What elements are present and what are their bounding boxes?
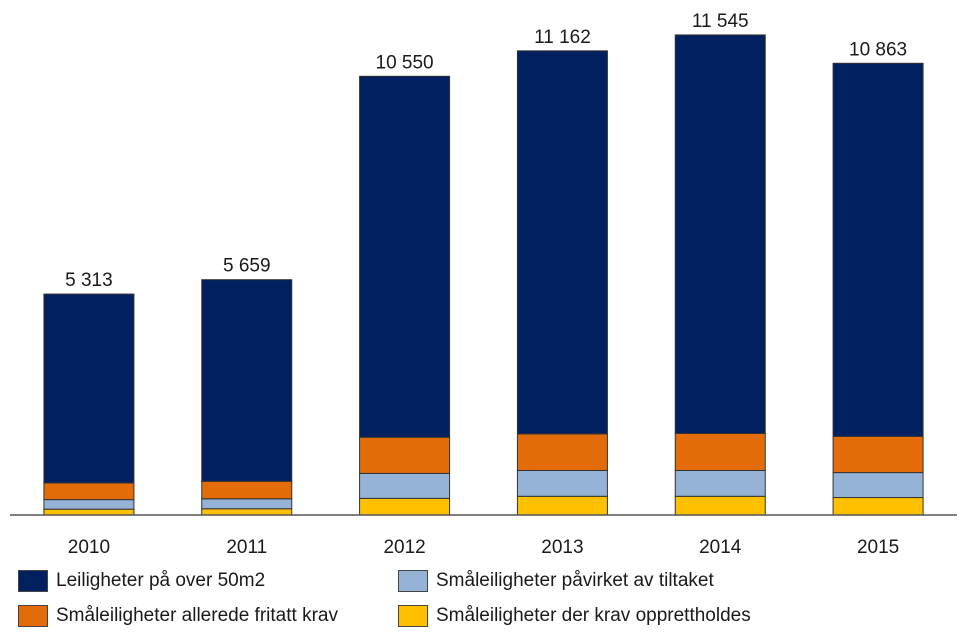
bar-segment-2015-s2 (832, 435, 924, 474)
chart-plot: 5 313 2010 5 659 2011 10 550 2012 11 162 2013 11… (10, 11, 957, 558)
legend-item-apartments-over-50m2: Leiligheter på over 50m2 (18, 570, 265, 592)
bar-segment-2011-s0 (201, 508, 293, 516)
bar-segment-2010-s0 (43, 508, 135, 516)
bar-segment-2012-s1 (359, 472, 451, 499)
bar-segment-2014-s1 (674, 470, 766, 497)
bar-segment-2013-s3 (516, 50, 608, 435)
bar-segment-2013-s2 (516, 433, 608, 472)
bar-segment-2014-s2 (674, 432, 766, 472)
legend-label: Småleiligheter allerede fritatt krav (56, 605, 338, 626)
bar-segment-2010-s2 (43, 482, 135, 501)
bar-segment-2015-s1 (832, 472, 924, 499)
x-tick-label: 2010 (68, 537, 110, 558)
bar-segment-2012-s0 (359, 497, 451, 516)
x-tick-label: 2012 (383, 537, 425, 558)
bar-segment-2010-s1 (43, 499, 135, 510)
legend-item-already-exempt-small-apartments: Småleiligheter allerede fritatt krav (18, 605, 338, 627)
bar-segment-2015-s3 (832, 62, 924, 437)
bar-segment-2011-s3 (201, 279, 293, 482)
bar-segment-2014-s3 (674, 34, 766, 434)
x-tick-label: 2011 (226, 537, 267, 558)
bar-total-label: 5 659 (223, 256, 271, 277)
bar-segment-2013-s0 (516, 495, 608, 516)
legend-item-affected-small-apartments: Småleiligheter påvirket av tiltaket (398, 570, 714, 592)
bar-segment-2012-s3 (359, 75, 451, 438)
legend-item-requirement-maintained-small-apartments: Småleiligheter der krav opprettholdes (398, 605, 751, 627)
bar-total-label: 11 162 (534, 27, 591, 48)
chart-legend: Leiligheter på over 50m2 Småleiligheter … (0, 560, 967, 634)
x-tick-label: 2015 (857, 537, 899, 558)
bar-total-label: 10 550 (376, 52, 434, 73)
legend-label: Småleiligheter der krav opprettholdes (436, 605, 751, 626)
bar-segment-2014-s0 (674, 495, 766, 516)
bar-segment-2012-s2 (359, 436, 451, 474)
legend-swatch (398, 570, 428, 592)
x-tick-label: 2013 (541, 537, 583, 558)
bar-segment-2011-s2 (201, 480, 293, 500)
bar-total-label: 11 545 (692, 11, 749, 32)
bar-segment-2011-s1 (201, 498, 293, 510)
x-tick-label: 2014 (699, 537, 742, 558)
bar-segment-2010-s3 (43, 293, 135, 484)
bar-segment-2013-s1 (516, 470, 608, 497)
bar-total-label: 5 313 (65, 270, 113, 291)
legend-label: Leiligheter på over 50m2 (56, 570, 266, 591)
legend-swatch (18, 570, 48, 592)
legend-swatch (398, 605, 428, 627)
legend-swatch (18, 605, 48, 627)
legend-label: Småleiligheter påvirket av tiltaket (436, 570, 714, 591)
bar-total-label: 10 863 (849, 39, 907, 60)
bar-segment-2015-s0 (832, 497, 924, 516)
